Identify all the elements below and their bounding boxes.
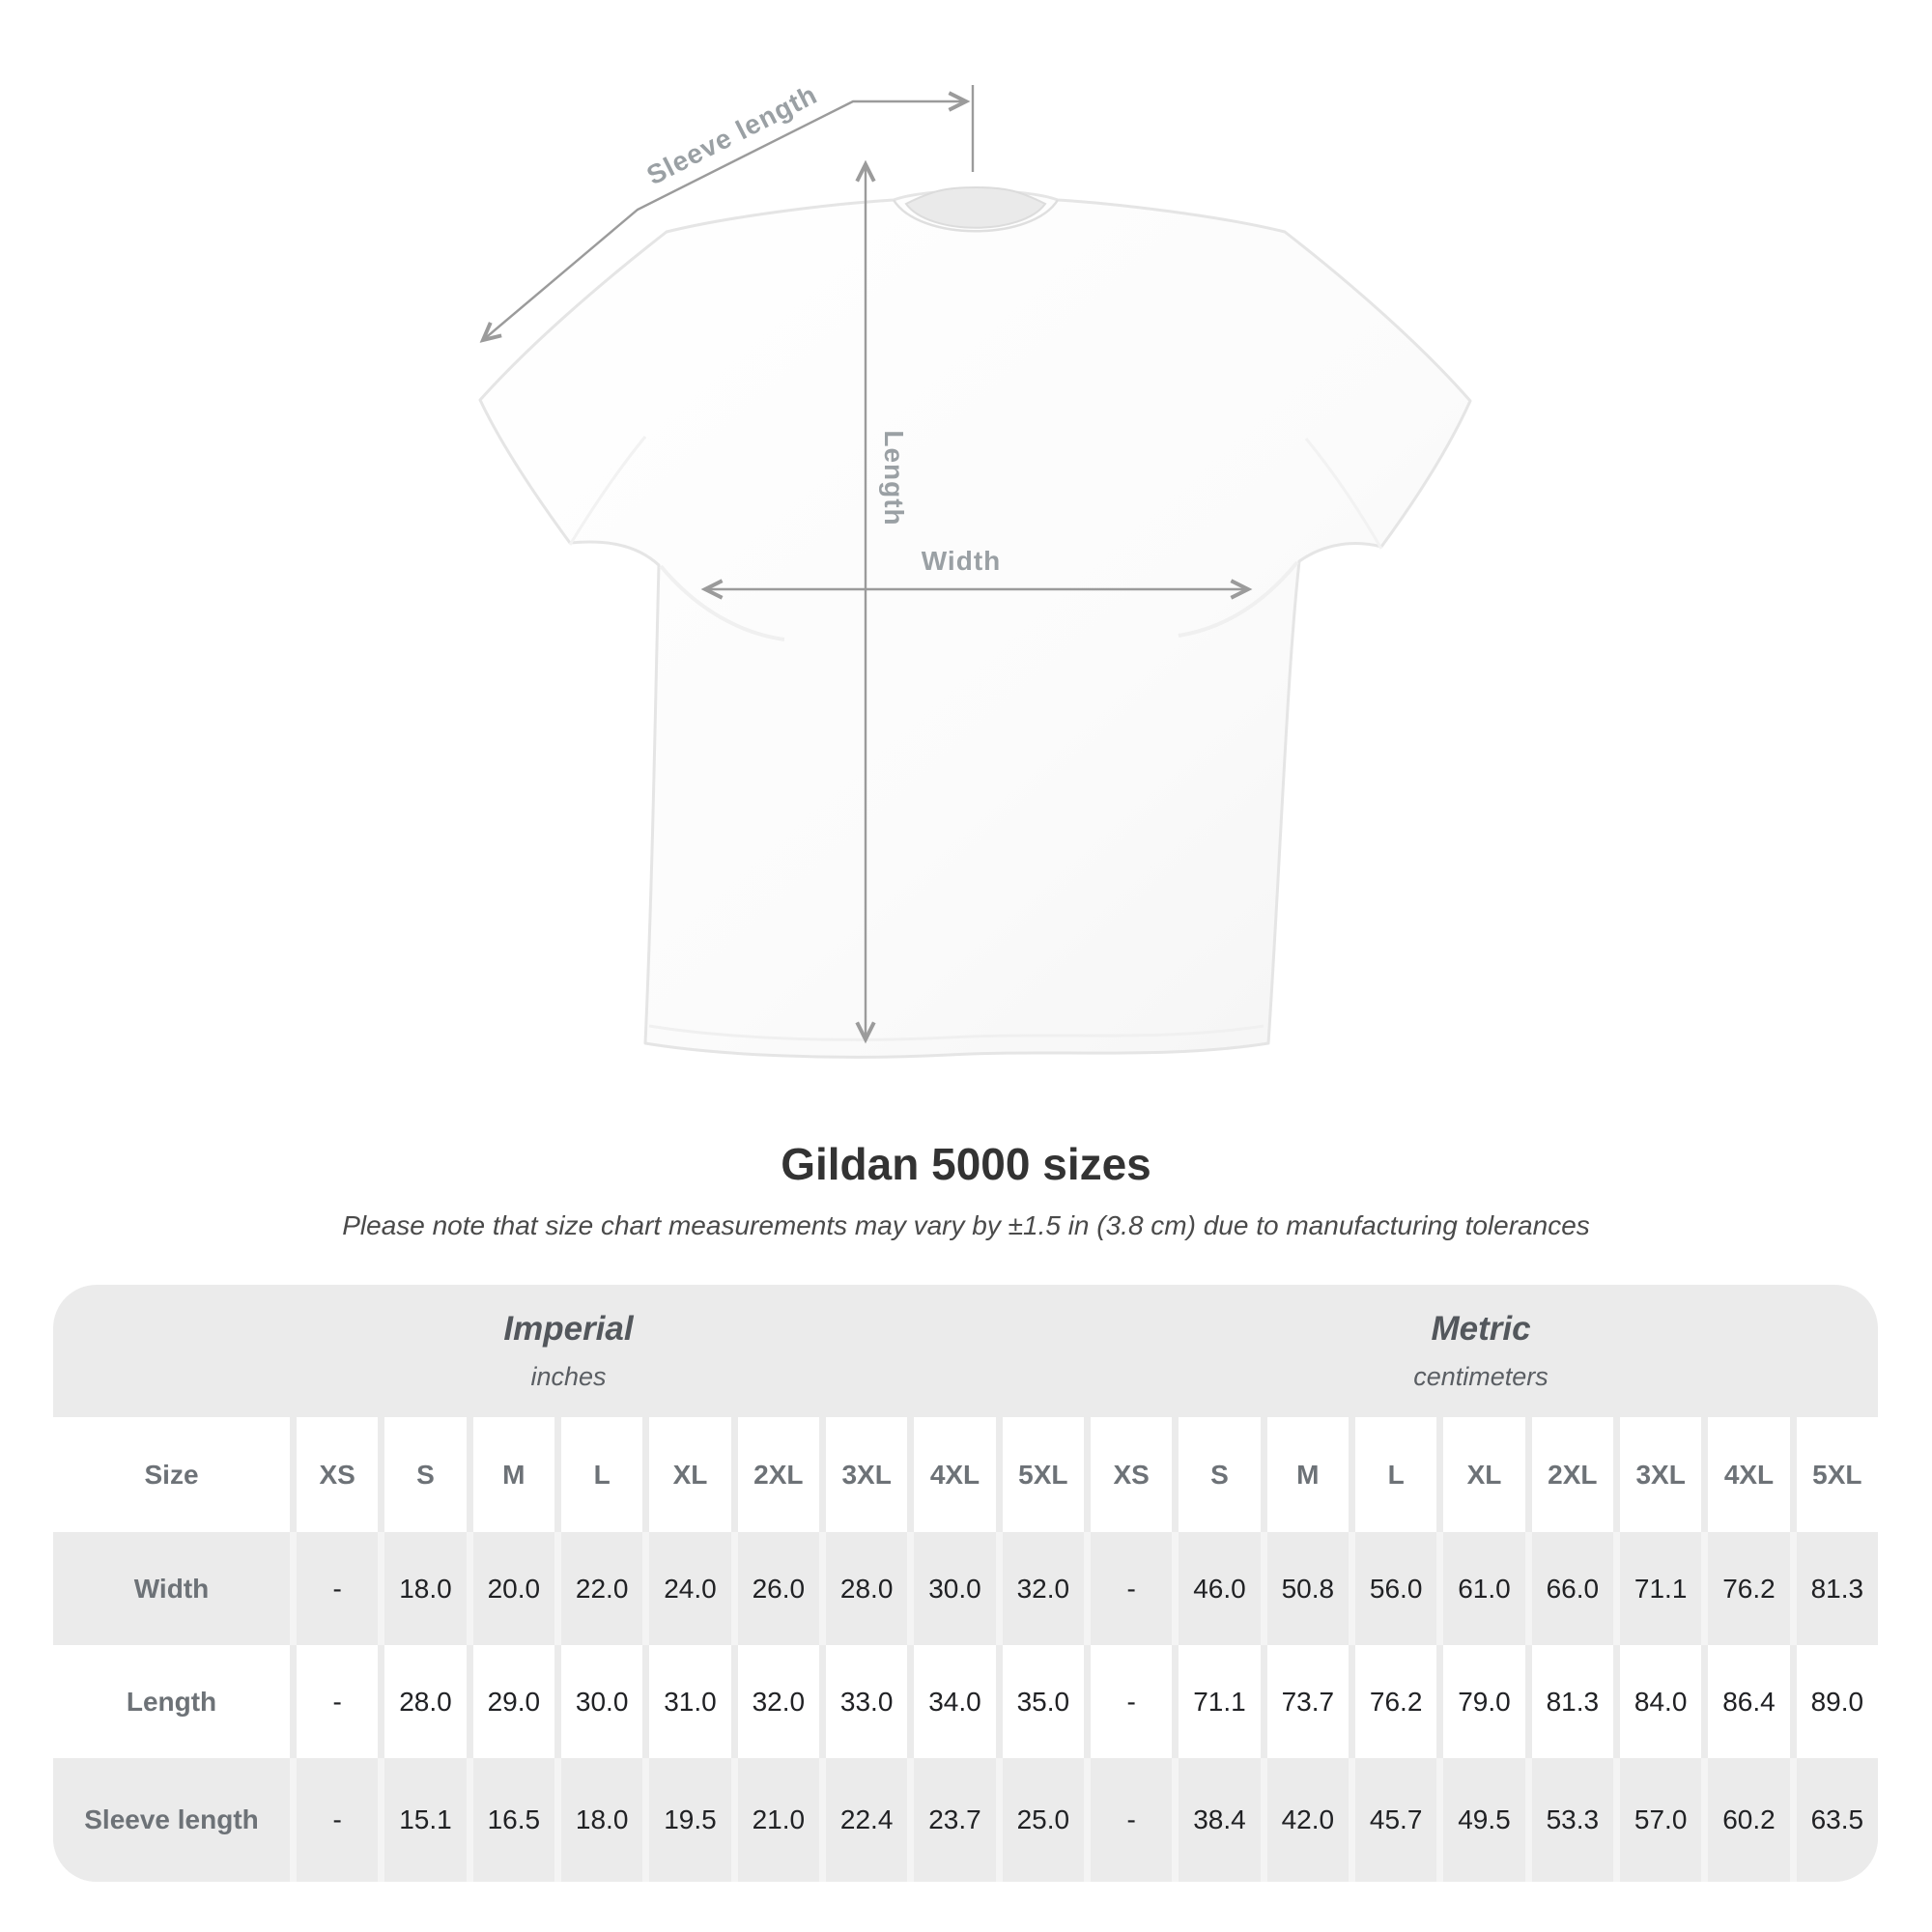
value-cell: 32.0 [995,1532,1084,1645]
imperial-title: Imperial [503,1310,634,1348]
row-label-width: Width [53,1532,290,1645]
value-cell: 16.5 [466,1758,554,1882]
column-header: 2XL [1524,1417,1613,1532]
value-cell: 25.0 [995,1758,1084,1882]
value-cell: 84.0 [1613,1645,1702,1758]
value-cell: 81.3 [1789,1532,1878,1645]
value-cell: 76.2 [1701,1532,1790,1645]
value-cell: 38.4 [1172,1758,1261,1882]
value-cell: 23.7 [907,1758,996,1882]
column-header: 4XL [907,1417,996,1532]
tshirt-body [478,188,1472,1059]
value-cell: - [1084,1758,1173,1882]
size-table: Imperial inches Metric centimeters Size … [53,1285,1878,1882]
value-cell: 86.4 [1701,1645,1790,1758]
row-label-length: Length [53,1645,290,1758]
value-cell: 71.1 [1613,1532,1702,1645]
column-header: XL [1436,1417,1525,1532]
column-header: XS [1084,1417,1173,1532]
value-cell: - [290,1645,379,1758]
value-cell: 33.0 [819,1645,908,1758]
value-cell: 71.1 [1172,1645,1261,1758]
value-cell: 26.0 [730,1532,819,1645]
imperial-band: Imperial inches [53,1285,1084,1417]
column-header: 3XL [1613,1417,1702,1532]
value-cell: 28.0 [378,1645,467,1758]
value-cell: 21.0 [730,1758,819,1882]
value-cell: 60.2 [1701,1758,1790,1882]
value-cell: 53.3 [1524,1758,1613,1882]
column-header: 5XL [995,1417,1084,1532]
value-cell: 22.0 [554,1532,643,1645]
value-cell: 30.0 [554,1645,643,1758]
value-cell: 29.0 [466,1645,554,1758]
page-title: Gildan 5000 sizes [781,1139,1151,1189]
length-label: Length [879,430,909,526]
column-header-size: Size [53,1417,290,1532]
value-cell: 31.0 [642,1645,731,1758]
value-cell: - [1084,1532,1173,1645]
value-cell: 49.5 [1436,1758,1525,1882]
value-cell: 89.0 [1789,1645,1878,1758]
column-header: 3XL [819,1417,908,1532]
value-cell: - [290,1758,379,1882]
column-header: L [554,1417,643,1532]
value-cell: 28.0 [819,1532,908,1645]
tshirt-illustration [478,85,1472,1059]
column-header: 2XL [730,1417,819,1532]
value-cell: 81.3 [1524,1645,1613,1758]
value-cell: 20.0 [466,1532,554,1645]
value-cell: 30.0 [907,1532,996,1645]
sleeve-length-arrow [483,101,966,340]
width-label: Width [921,546,1002,576]
value-cell: 76.2 [1349,1645,1437,1758]
tshirt-diagram: Sleeve length Length Width [478,79,1472,1059]
value-cell: 73.7 [1260,1645,1349,1758]
value-cell: 32.0 [730,1645,819,1758]
value-cell: 66.0 [1524,1532,1613,1645]
value-cell: 63.5 [1789,1758,1878,1882]
value-cell: 79.0 [1436,1645,1525,1758]
value-cell: 24.0 [642,1532,731,1645]
value-cell: 18.0 [378,1532,467,1645]
value-cell: 34.0 [907,1645,996,1758]
value-cell: 50.8 [1260,1532,1349,1645]
column-header: XL [642,1417,731,1532]
value-cell: 57.0 [1613,1758,1702,1882]
column-header: M [1260,1417,1349,1532]
column-header: 4XL [1701,1417,1790,1532]
value-cell: 61.0 [1436,1532,1525,1645]
value-cell: 56.0 [1349,1532,1437,1645]
value-cell: - [1084,1645,1173,1758]
row-label-sleeve-length: Sleeve length [53,1758,290,1882]
metric-unit: centimeters [1413,1362,1548,1391]
value-cell: 18.0 [554,1758,643,1882]
value-cell: 22.4 [819,1758,908,1882]
column-header: 5XL [1789,1417,1878,1532]
title-block: Gildan 5000 sizes Please note that size … [0,1142,1932,1242]
metric-band: Metric centimeters [1084,1285,1878,1417]
value-cell: 35.0 [995,1645,1084,1758]
value-cell: 19.5 [642,1758,731,1882]
value-cell: 46.0 [1172,1532,1261,1645]
value-cell: 45.7 [1349,1758,1437,1882]
value-cell: 15.1 [378,1758,467,1882]
column-header: S [378,1417,467,1532]
metric-title: Metric [1431,1310,1531,1348]
imperial-unit: inches [530,1362,607,1391]
value-cell: - [290,1532,379,1645]
value-cell: 42.0 [1260,1758,1349,1882]
column-header: XS [290,1417,379,1532]
column-header: M [466,1417,554,1532]
column-header: S [1172,1417,1261,1532]
column-header: L [1349,1417,1437,1532]
tolerance-note: Please note that size chart measurements… [342,1210,1590,1240]
